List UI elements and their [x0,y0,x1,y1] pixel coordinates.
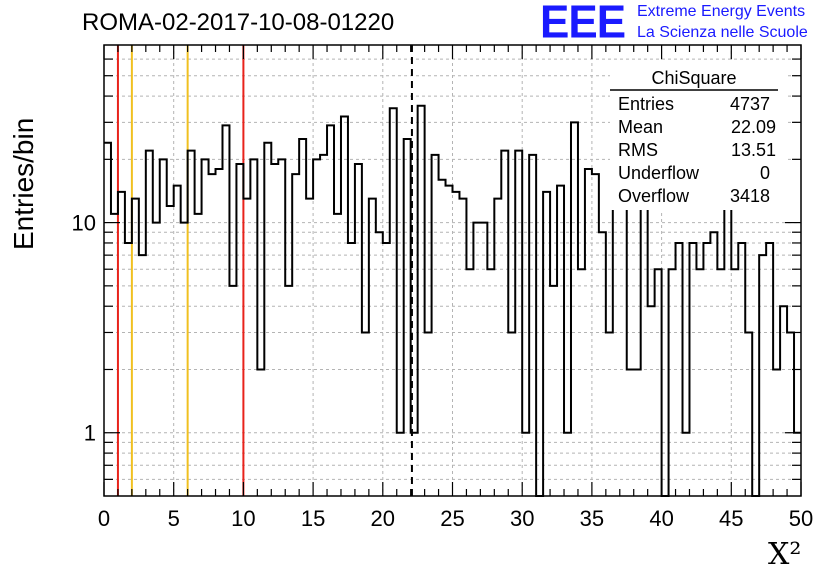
histogram-outline [104,104,801,497]
x-tick-label: 35 [580,506,604,531]
eee-logo-line1: Extreme Energy Events [637,3,806,20]
tick-labels: 0 5 10 15 20 25 30 35 40 45 50 1 10 [72,211,814,531]
run-title: ROMA-02-2017-10-08-01220 [82,9,395,36]
y-tick-label: 1 [84,421,96,446]
stats-label-mean: Mean [618,117,663,137]
x-axis-label: X² [768,537,802,572]
x-tick-label: 0 [98,506,110,531]
marker-lines [116,45,413,496]
y-tick-label: 10 [72,211,96,236]
stats-label-underflow: Underflow [618,163,700,183]
stats-box: ChiSquare Entries 4737 Mean 22.09 RMS 13… [610,60,786,210]
grid-lines [104,45,801,496]
x-tick-label: 40 [649,506,673,531]
stats-label-overflow: Overflow [618,186,690,206]
stats-label-rms: RMS [618,140,658,160]
x-tick-label: 15 [301,506,325,531]
stats-label-entries: Entries [618,94,674,114]
stats-value-overflow: 3418 [730,186,770,206]
x-tick-label: 10 [231,506,255,531]
stats-value-rms: 13.51 [731,140,776,160]
y-axis-label: Entries/bin [8,117,39,250]
x-tick-label: 5 [168,506,180,531]
x-tick-label: 50 [789,506,813,531]
x-tick-label: 25 [440,506,464,531]
stats-value-mean: 22.09 [731,117,776,137]
x-tick-label: 30 [510,506,534,531]
stats-title: ChiSquare [651,68,736,88]
eee-logo: EEE [540,0,626,49]
x-tick-label: 45 [719,506,743,531]
stats-value-entries: 4737 [730,94,770,114]
axis-ticks [103,45,802,496]
eee-logo-line2: La Scienza nelle Scuole [637,24,808,41]
stats-value-underflow: 0 [760,163,770,183]
x-tick-label: 20 [371,506,395,531]
